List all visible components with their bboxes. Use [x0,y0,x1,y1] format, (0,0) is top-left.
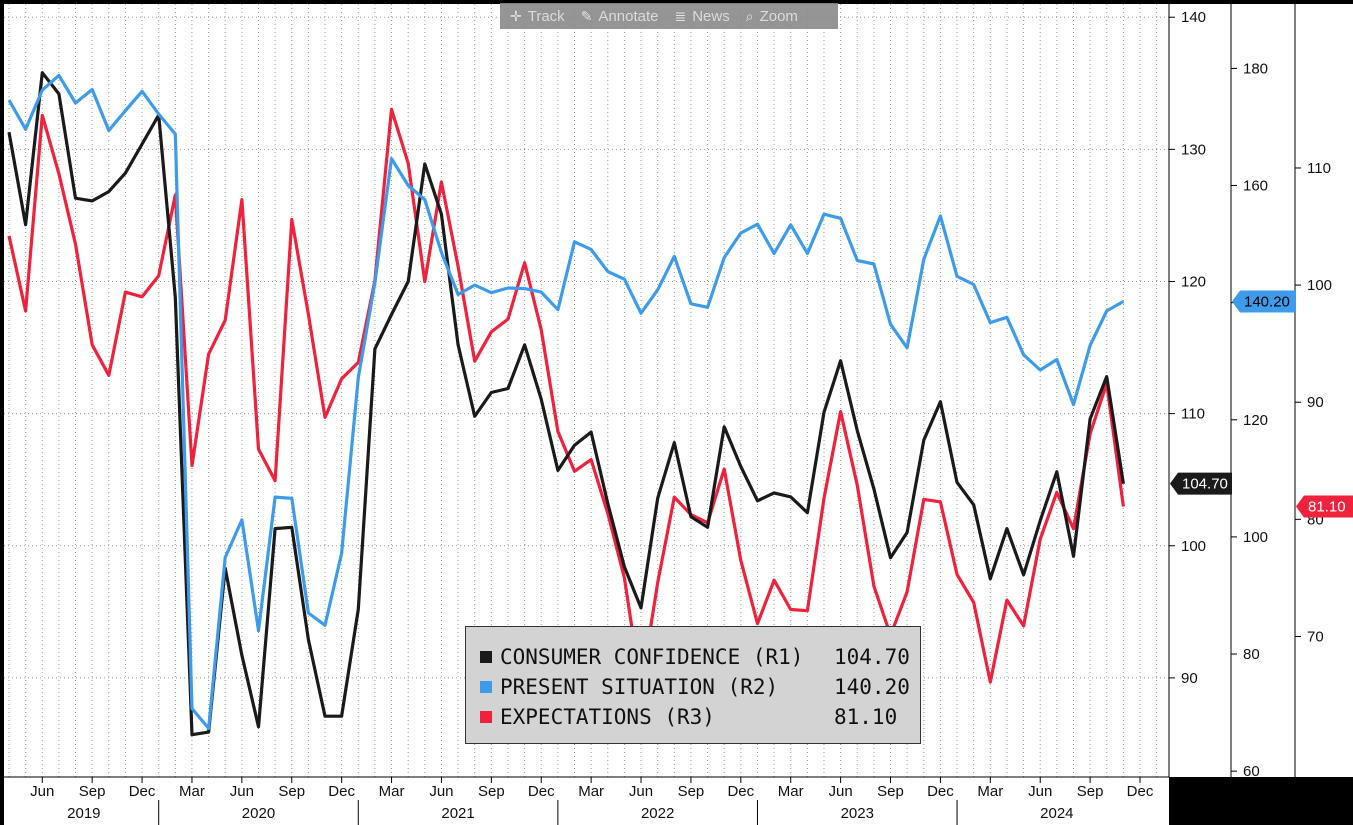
x-tick-label: Jun [230,783,254,800]
x-tick-label: Dec [727,783,754,800]
axis-tick-label-r2: 60 [1243,763,1260,780]
axis-tick-label-r1: 110 [1181,406,1205,423]
x-tick-label: Jun [829,783,853,800]
last-value-tags: 104.70 140.20 81.10 [1170,290,1353,518]
year-label: 2020 [242,805,275,822]
zoom-button[interactable]: ⌕ Zoom [746,8,798,25]
axis-tick-label-r1: 140 [1181,9,1206,26]
x-tick-label: Mar [778,783,804,800]
last-value-tag [1296,495,1353,518]
axis-tick-label-r3: 70 [1307,628,1324,645]
legend-label: PRESENT SITUATION (R2) [500,675,779,699]
legend-label: EXPECTATIONS (R3) [500,705,715,729]
x-tick-label: Sep [478,783,505,800]
zoom-label: Zoom [759,7,798,25]
zoom-icon: ⌕ [745,7,754,24]
pencil-icon: ✎ [580,7,593,24]
axis-tick-label-r2: 80 [1243,646,1260,663]
axis-ticks: 9010011012013014060801001201401601807080… [4,4,1332,780]
x-tick-label: Sep [877,783,904,800]
axis-tick-label-r1: 90 [1181,670,1198,687]
axis-tick-label-r2: 120 [1243,412,1268,429]
x-tick-label: Sep [1077,783,1104,800]
series-line-consumer-confidence [7,71,1125,737]
x-tick-label: Mar [379,783,405,800]
legend: CONSUMER CONFIDENCE (R1) 104.70 PRESENT … [465,626,921,744]
x-tick-label: Mar [179,783,205,800]
x-tick-label: Dec [927,783,954,800]
x-tick-label: Dec [1127,783,1154,800]
last-value-tag [1232,290,1296,313]
axis-tick-label-r1: 130 [1181,141,1206,158]
x-tick-label: Sep [79,783,106,800]
track-label: Track [527,7,565,25]
series-line-expectations [7,107,1125,690]
x-axis: Jun Sep Dec Mar Jun Sep Dec Mar Jun Sep Dec Mar Jun S… [30,777,1154,825]
legend-item-confidence: CONSUMER CONFIDENCE (R1) 104.70 [480,642,910,672]
crosshair-icon: ✛ [510,7,522,24]
x-tick-label: Jun [629,783,653,800]
legend-value: 81.10 [834,705,898,729]
axis-tick-label-r2: 100 [1243,529,1268,546]
x-tick-label: Dec [129,783,156,800]
chart-toolbar: ✛ Track ✎ Annotate ≣ News ⌕ Zoom [500,3,838,29]
legend-label: CONSUMER CONFIDENCE (R1) [500,645,804,669]
axis-r3-panel [1295,4,1353,777]
annotate-label: Annotate [598,7,659,25]
last-value-tag-label: 81.10 [1308,498,1346,515]
axis-r2-panel [1231,4,1295,777]
last-value-tag [1170,472,1232,495]
x-tick-label: Jun [30,783,54,800]
track-button[interactable]: ✛ Track [510,8,565,25]
year-label: 2024 [1040,805,1073,822]
x-tick-label: Dec [528,783,555,800]
x-tick-label: Jun [1028,783,1052,800]
series-lines [7,71,1125,737]
legend-value: 140.20 [834,675,910,699]
year-label: 2021 [441,805,474,822]
legend-swatch [480,651,492,663]
axis-tick-label-r1: 120 [1181,273,1206,290]
axis-tick-label-r3: 110 [1307,160,1331,177]
year-label: 2019 [67,805,100,822]
x-tick-label: Dec [328,783,355,800]
news-icon: ≣ [674,7,687,24]
x-tick-label: Mar [578,783,604,800]
legend-item-present: PRESENT SITUATION (R2) 140.20 [480,672,910,702]
legend-swatch [480,681,492,693]
year-label: 2023 [841,805,874,822]
axis-tick-label-r3: 100 [1307,277,1332,294]
axis-tick-label-r3: 90 [1307,394,1324,411]
axis-tick-label-r1: 100 [1181,538,1206,555]
axis-r1-panel [1169,4,1231,777]
legend-item-expectations: EXPECTATIONS (R3) 81.10 [480,702,910,732]
legend-value: 104.70 [834,645,910,669]
annotate-button[interactable]: ✎ Annotate [581,8,659,25]
x-axis-panel [4,777,1169,825]
legend-swatch [480,711,492,723]
x-tick-label: Jun [429,783,453,800]
x-tick-label: Sep [678,783,705,800]
last-value-tag-label: 104.70 [1182,476,1228,493]
axis-tick-label-r2: 160 [1243,178,1268,195]
news-button[interactable]: ≣ News [674,8,729,25]
last-value-tag-label: 140.20 [1244,293,1290,310]
axis-tick-label-r2: 180 [1243,60,1268,77]
series-line-present-situation [7,73,1125,731]
x-tick-label: Mar [977,783,1003,800]
x-tick-label: Sep [278,783,305,800]
news-label: News [692,7,730,25]
year-label: 2022 [641,805,674,822]
